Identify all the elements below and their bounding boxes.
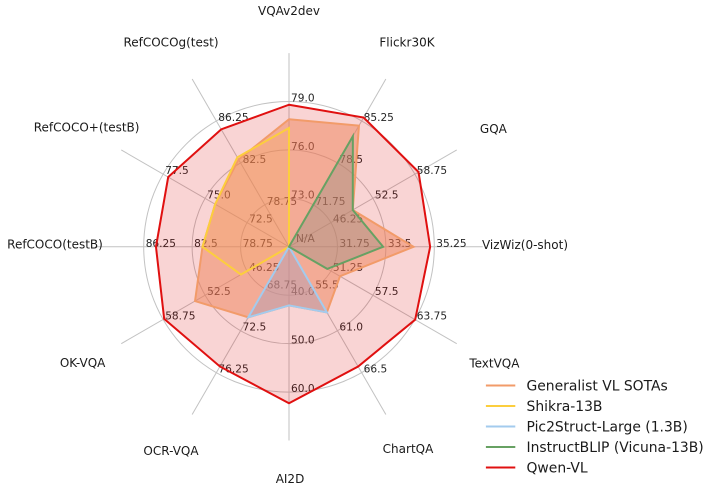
axis-label-refcocog-test: RefCOCOg(test) (123, 35, 218, 49)
legend-label: Pic2Struct-Large (1.3B) (527, 420, 688, 436)
legend-item-instructblip-vicuna-13b: InstructBLIP (Vicuna-13B) (485, 440, 704, 456)
axis-label-vizwiz-0-shot: VizWiz(0-shot) (482, 238, 568, 252)
series-line-instructblip-vicuna-13b (287, 132, 385, 270)
axis-label-flickr30k: Flickr30K (379, 35, 435, 49)
axis-label-refcoco-testb: RefCOCO(testB) (7, 237, 103, 251)
tick-label: 35.25 (436, 238, 466, 250)
tick-label: 66.5 (364, 364, 388, 376)
legend-item-generalist-vl-sotas: Generalist VL SOTAs (485, 379, 668, 395)
axis-label-chartqa: ChartQA (383, 442, 434, 456)
tick-label: 58.75 (417, 165, 447, 177)
series-fill-instructblip-vicuna-13b (289, 136, 384, 269)
axis-label-ocr-vqa: OCR-VQA (143, 444, 199, 458)
tick-label: 76.25 (218, 364, 248, 376)
axis-label-gqa: GQA (480, 122, 508, 136)
tick-label: 63.75 (417, 310, 447, 322)
legend: Generalist VL SOTAs Shikra-13B Pic2Struct-… (485, 379, 704, 477)
tick-label: 52.5 (375, 189, 399, 201)
legend-label: Shikra-13B (527, 399, 603, 415)
series-outlines (154, 103, 432, 405)
series-line-pic2struct-large-1-3b (246, 244, 329, 319)
tick-label: 85.25 (364, 112, 394, 124)
legend-item-pic2struct-large-1-3b: Pic2Struct-Large (1.3B) (485, 420, 688, 436)
legend-label: InstructBLIP (Vicuna-13B) (527, 440, 704, 456)
tick-label: 79.0 (291, 93, 315, 105)
series-fill-pic2struct-large-1-3b (248, 246, 327, 318)
tick-label: 57.5 (375, 286, 399, 298)
series-line-qwen-vl (154, 103, 432, 405)
axis-labels: VQAv2dev Flickr30K GQA VizWiz(0-shot) TextVQ… (7, 4, 568, 486)
axis-label-ai2d: AI2D (276, 472, 305, 486)
tick-label: 86.25 (146, 238, 176, 250)
series-fill-shikra-13b (202, 127, 289, 275)
axis-label-vqav2dev: VQAv2dev (258, 4, 320, 18)
tick-label: 61.0 (339, 322, 363, 334)
tick-label: 58.75 (165, 311, 195, 323)
tick-label: 50.0 (291, 335, 315, 347)
legend-item-shikra-13b: Shikra-13B (485, 399, 603, 415)
grid-ring-3 (143, 101, 435, 393)
legend-label: Generalist VL SOTAs (527, 379, 668, 395)
tick-label: 72.5 (243, 322, 267, 334)
tick-label: 86.25 (218, 112, 248, 124)
legend-label: Qwen-VL (527, 461, 588, 477)
axis-label-refcoco-testb: RefCOCO+(testB) (34, 120, 140, 134)
axis-label-textvqa: TextVQA (468, 356, 520, 370)
legend-item-qwen-vl: Qwen-VL (485, 461, 588, 477)
axis-label-ok-vqa: OK-VQA (60, 356, 106, 370)
